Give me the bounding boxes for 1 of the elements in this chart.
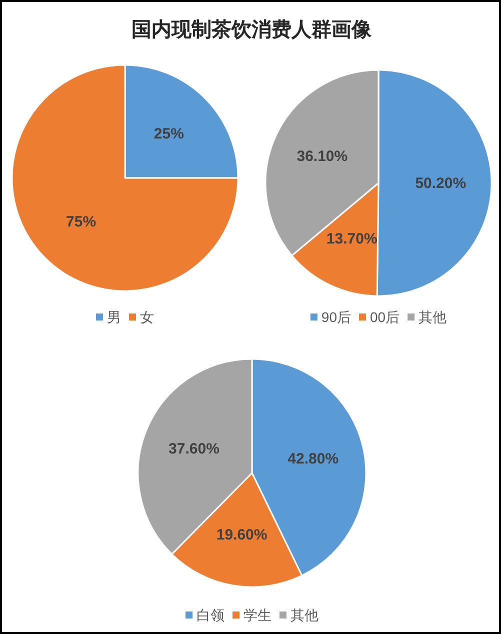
title: 国内现制茶饮消费人群画像 <box>132 19 372 41</box>
